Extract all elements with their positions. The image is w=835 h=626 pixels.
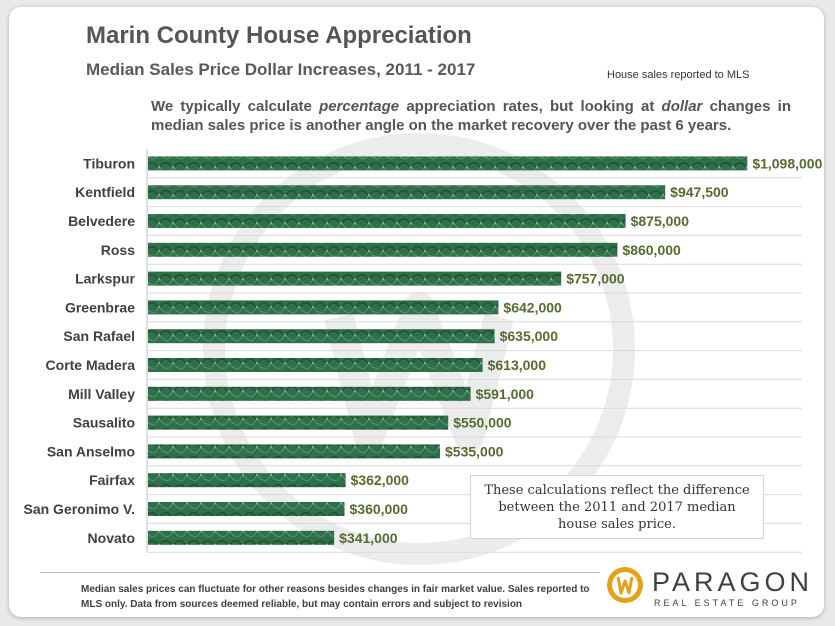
category-label: San Rafael — [63, 328, 135, 344]
data-label: $341,000 — [339, 530, 398, 546]
bar — [148, 530, 335, 545]
data-label: $860,000 — [622, 242, 681, 258]
data-source-note: House sales reported to MLS — [607, 69, 750, 81]
bar — [148, 156, 748, 171]
chart-card: Marin County House Appreciation Median S… — [9, 7, 824, 617]
category-label: San Geronimo V. — [23, 501, 135, 517]
bar — [148, 386, 471, 401]
bar — [148, 329, 495, 344]
intro-emphasis-dollar: dollar — [661, 98, 703, 115]
bar — [148, 242, 618, 257]
category-label: Fairfax — [89, 472, 135, 488]
chart-subtitle: Median Sales Price Dollar Increases, 201… — [86, 60, 476, 79]
data-label: $535,000 — [445, 443, 504, 459]
chart-title: Marin County House Appreciation — [86, 22, 472, 49]
paragon-logo-icon — [607, 567, 643, 603]
category-label: Belvedere — [68, 213, 135, 229]
bar — [148, 358, 483, 372]
bar — [148, 502, 345, 516]
bar — [148, 473, 346, 488]
bar — [148, 444, 441, 459]
bar — [148, 415, 449, 430]
footer-disclaimer: Median sales prices can fluctuate for ot… — [81, 584, 590, 610]
intro-paragraph: We typically calculate percentage apprec… — [151, 97, 791, 135]
category-label: Novato — [88, 530, 135, 546]
bar — [148, 214, 626, 228]
data-label: $635,000 — [500, 328, 559, 344]
data-label: $362,000 — [351, 472, 410, 488]
data-label: $360,000 — [350, 501, 409, 517]
intro-text-3: changes in median sales price is another… — [151, 98, 791, 134]
data-label: $591,000 — [476, 386, 535, 402]
category-label: Corte Madera — [46, 357, 136, 373]
logo-wordmark: PARAGON — [652, 567, 814, 597]
category-label: Sausalito — [73, 415, 135, 431]
bar — [148, 185, 666, 200]
category-label: Mill Valley — [68, 386, 135, 402]
data-label: $947,500 — [670, 184, 729, 200]
callout-line-3: house sales price. — [558, 517, 676, 532]
data-label: $613,000 — [488, 357, 547, 373]
bar-chart: Tiburon $1,098,000 Kentfield $947,500 Belved… — [23, 149, 823, 553]
footer-divider — [40, 572, 600, 573]
data-label: $875,000 — [631, 213, 690, 229]
category-label: Larkspur — [75, 271, 135, 287]
category-label: Ross — [101, 242, 135, 258]
intro-emphasis-percentage: percentage — [319, 98, 400, 115]
data-label: $550,000 — [453, 415, 512, 431]
category-label: Greenbrae — [65, 299, 135, 315]
bar — [148, 300, 499, 315]
bar — [148, 271, 562, 286]
callout-line-1: These calculations reflect the differenc… — [484, 483, 750, 498]
intro-text-1: We typically calculate — [151, 98, 320, 115]
data-label: $1,098,000 — [752, 155, 822, 171]
category-label: Kentfield — [75, 184, 135, 200]
category-label: San Anselmo — [47, 443, 135, 459]
category-label: Tiburon — [83, 155, 135, 171]
intro-text-2: appreciation rates, but looking at — [399, 98, 662, 115]
logo-tagline: REAL ESTATE GROUP — [654, 598, 800, 608]
callout-line-2: between the 2011 and 2017 median — [498, 500, 736, 515]
explanation-callout: These calculations reflect the differenc… — [470, 475, 764, 539]
data-label: $642,000 — [503, 299, 562, 315]
data-label: $757,000 — [566, 271, 625, 287]
